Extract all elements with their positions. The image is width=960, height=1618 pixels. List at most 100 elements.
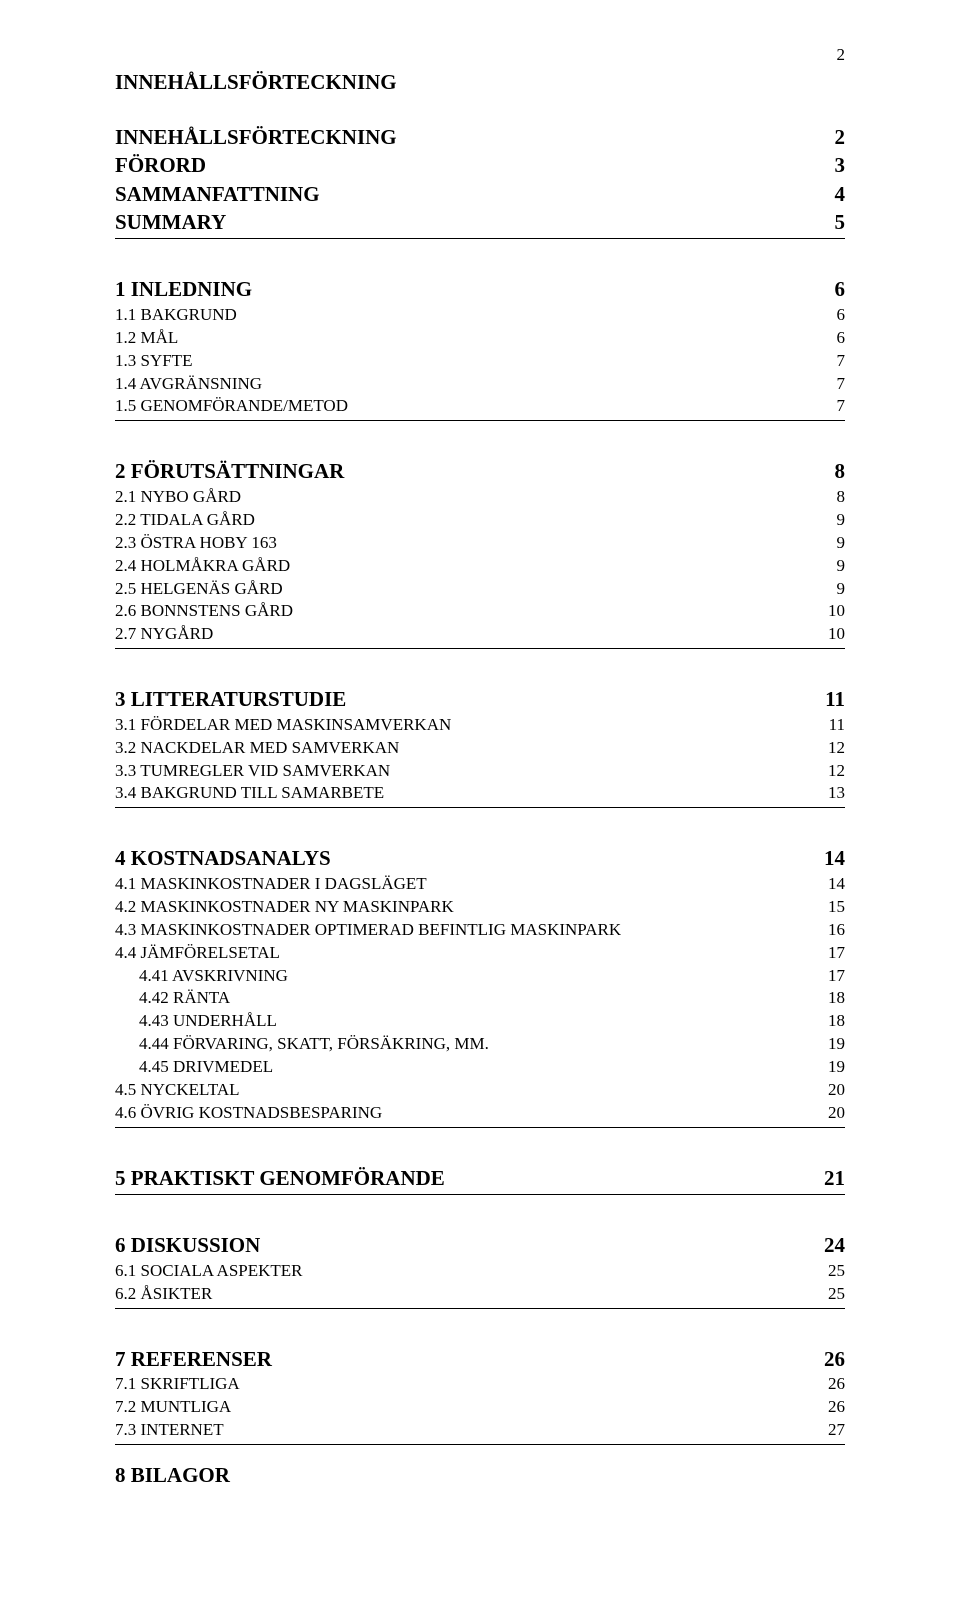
- toc-entry: 2.3 ÖSTRA HOBY 163 9: [115, 532, 845, 555]
- toc-entry-page: 6: [815, 327, 845, 350]
- toc-entry-label: 1.2 MÅL: [115, 327, 178, 350]
- toc-entry: 4.44 FÖRVARING, SKATT, FÖRSÄKRING, MM.19: [115, 1033, 845, 1056]
- table-of-contents: INNEHÅLLSFÖRTECKNING2FÖRORD3SAMMANFATTNI…: [115, 123, 845, 1445]
- toc-entry-page: 26: [815, 1373, 845, 1396]
- spacer: [115, 667, 845, 685]
- toc-section-heading: 2 FÖRUTSÄTTNINGAR8: [115, 457, 845, 485]
- toc-entry-label: 4.41 AVSKRIVNING: [115, 965, 288, 988]
- toc-entry: 2.5 HELGENÄS GÅRD 9: [115, 578, 845, 601]
- section-divider: [115, 420, 845, 421]
- toc-entry-page: 8: [815, 486, 845, 509]
- toc-entry-page: 25: [815, 1260, 845, 1283]
- section-divider: [115, 1308, 845, 1309]
- toc-entry-page: 7: [815, 373, 845, 396]
- toc-entry-page: 18: [815, 1010, 845, 1033]
- toc-entry-page: 24: [815, 1231, 845, 1259]
- toc-entry-label: 1.3 SYFTE: [115, 350, 192, 373]
- toc-entry-label: FÖRORD: [115, 151, 206, 179]
- toc-entry: 1.2 MÅL 6: [115, 327, 845, 350]
- toc-entry-page: 20: [815, 1102, 845, 1125]
- toc-entry-label: SUMMARY: [115, 208, 226, 236]
- toc-entry-page: 18: [815, 987, 845, 1010]
- toc-section-heading: 1 INLEDNING 6: [115, 275, 845, 303]
- toc-entry: 4.5 NYCKELTAL20: [115, 1079, 845, 1102]
- toc-entry-label: 4.42 RÄNTA: [115, 987, 230, 1010]
- toc-entry-page: 6: [815, 304, 845, 327]
- toc-entry: 3.1 FÖRDELAR MED MASKINSAMVERKAN11: [115, 714, 845, 737]
- toc-entry-label: SAMMANFATTNING: [115, 180, 320, 208]
- section-divider: [115, 1127, 845, 1128]
- toc-entry-label: 4.1 MASKINKOSTNADER I DAGSLÄGET: [115, 873, 427, 896]
- toc-entry-page: 17: [815, 965, 845, 988]
- toc-entry: 4.4 JÄMFÖRELSETAL17: [115, 942, 845, 965]
- toc-entry: 7.2 MUNTLIGA26: [115, 1396, 845, 1419]
- toc-entry: 4.2 MASKINKOSTNADER NY MASKINPARK 15: [115, 896, 845, 919]
- toc-entry: 2.4 HOLMÅKRA GÅRD9: [115, 555, 845, 578]
- toc-entry-page: 5: [815, 208, 845, 236]
- toc-entry-page: 13: [815, 782, 845, 805]
- toc-entry: FÖRORD 3: [115, 151, 845, 179]
- toc-entry-label: 3.4 BAKGRUND TILL SAMARBETE: [115, 782, 384, 805]
- toc-entry-page: 9: [815, 578, 845, 601]
- toc-entry: 4.3 MASKINKOSTNADER OPTIMERAD BEFINTLIG …: [115, 919, 845, 942]
- toc-entry-label: 5 PRAKTISKT GENOMFÖRANDE: [115, 1164, 445, 1192]
- toc-entry-page: 10: [815, 623, 845, 646]
- toc-entry-label: 2.1 NYBO GÅRD: [115, 486, 241, 509]
- section-divider: [115, 1444, 845, 1445]
- toc-entry-label: 4 KOSTNADSANALYS: [115, 844, 331, 872]
- toc-entry-page: 9: [815, 532, 845, 555]
- toc-entry-page: 20: [815, 1079, 845, 1102]
- toc-final-heading: 8 BILAGOR: [115, 1463, 845, 1488]
- toc-entry-label: 6.2 ÅSIKTER: [115, 1283, 212, 1306]
- toc-entry: INNEHÅLLSFÖRTECKNING2: [115, 123, 845, 151]
- section-divider: [115, 807, 845, 808]
- toc-entry-label: 2.3 ÖSTRA HOBY 163: [115, 532, 277, 555]
- toc-entry-page: 10: [815, 600, 845, 623]
- toc-entry-page: 19: [815, 1033, 845, 1056]
- toc-entry-label: 1 INLEDNING: [115, 275, 252, 303]
- toc-section-heading: 3 LITTERATURSTUDIE11: [115, 685, 845, 713]
- toc-entry: 1.5 GENOMFÖRANDE/METOD7: [115, 395, 845, 418]
- toc-entry-label: 7.1 SKRIFTLIGA: [115, 1373, 240, 1396]
- toc-entry-page: 15: [815, 896, 845, 919]
- toc-section-heading: 7 REFERENSER26: [115, 1345, 845, 1373]
- spacer: [115, 1327, 845, 1345]
- toc-entry-label: 4.6 ÖVRIG KOSTNADSBESPARING: [115, 1102, 382, 1125]
- page-container: 2 INNEHÅLLSFÖRTECKNING INNEHÅLLSFÖRTECKN…: [0, 0, 960, 1618]
- section-divider: [115, 238, 845, 239]
- toc-entry-page: 19: [815, 1056, 845, 1079]
- toc-entry-page: 6: [815, 275, 845, 303]
- toc-entry-label: 2 FÖRUTSÄTTNINGAR: [115, 457, 344, 485]
- toc-entry: 4.6 ÖVRIG KOSTNADSBESPARING 20: [115, 1102, 845, 1125]
- toc-entry-label: 2.2 TIDALA GÅRD: [115, 509, 255, 532]
- toc-entry-label: 7.3 INTERNET: [115, 1419, 224, 1442]
- toc-entry-label: 1.4 AVGRÄNSNING: [115, 373, 262, 396]
- toc-entry-label: INNEHÅLLSFÖRTECKNING: [115, 123, 397, 151]
- toc-entry-label: 7.2 MUNTLIGA: [115, 1396, 231, 1419]
- toc-entry-label: 2.5 HELGENÄS GÅRD: [115, 578, 283, 601]
- toc-entry-page: 3: [815, 151, 845, 179]
- toc-entry: 2.1 NYBO GÅRD 8: [115, 486, 845, 509]
- toc-entry: 2.7 NYGÅRD 10: [115, 623, 845, 646]
- toc-entry-label: 4.45 DRIVMEDEL: [115, 1056, 273, 1079]
- toc-entry-page: 14: [815, 873, 845, 896]
- toc-entry: 2.2 TIDALA GÅRD9: [115, 509, 845, 532]
- toc-entry-page: 25: [815, 1283, 845, 1306]
- toc-entry: SAMMANFATTNING4: [115, 180, 845, 208]
- toc-entry-label: 7 REFERENSER: [115, 1345, 272, 1373]
- toc-entry-label: 2.6 BONNSTENS GÅRD: [115, 600, 293, 623]
- toc-entry: 4.41 AVSKRIVNING 17: [115, 965, 845, 988]
- toc-entry-label: 4.2 MASKINKOSTNADER NY MASKINPARK: [115, 896, 454, 919]
- section-divider: [115, 1194, 845, 1195]
- page-number: 2: [837, 45, 846, 65]
- toc-entry-page: 11: [815, 685, 845, 713]
- toc-entry-page: 21: [815, 1164, 845, 1192]
- toc-entry: 7.1 SKRIFTLIGA 26: [115, 1373, 845, 1396]
- toc-entry-label: 1.1 BAKGRUND: [115, 304, 237, 327]
- toc-entry-label: 2.4 HOLMÅKRA GÅRD: [115, 555, 290, 578]
- toc-entry-label: 2.7 NYGÅRD: [115, 623, 213, 646]
- toc-entry-label: 4.3 MASKINKOSTNADER OPTIMERAD BEFINTLIG …: [115, 919, 621, 942]
- toc-entry-page: 16: [815, 919, 845, 942]
- toc-entry: 6.1 SOCIALA ASPEKTER25: [115, 1260, 845, 1283]
- toc-entry: 4.42 RÄNTA 18: [115, 987, 845, 1010]
